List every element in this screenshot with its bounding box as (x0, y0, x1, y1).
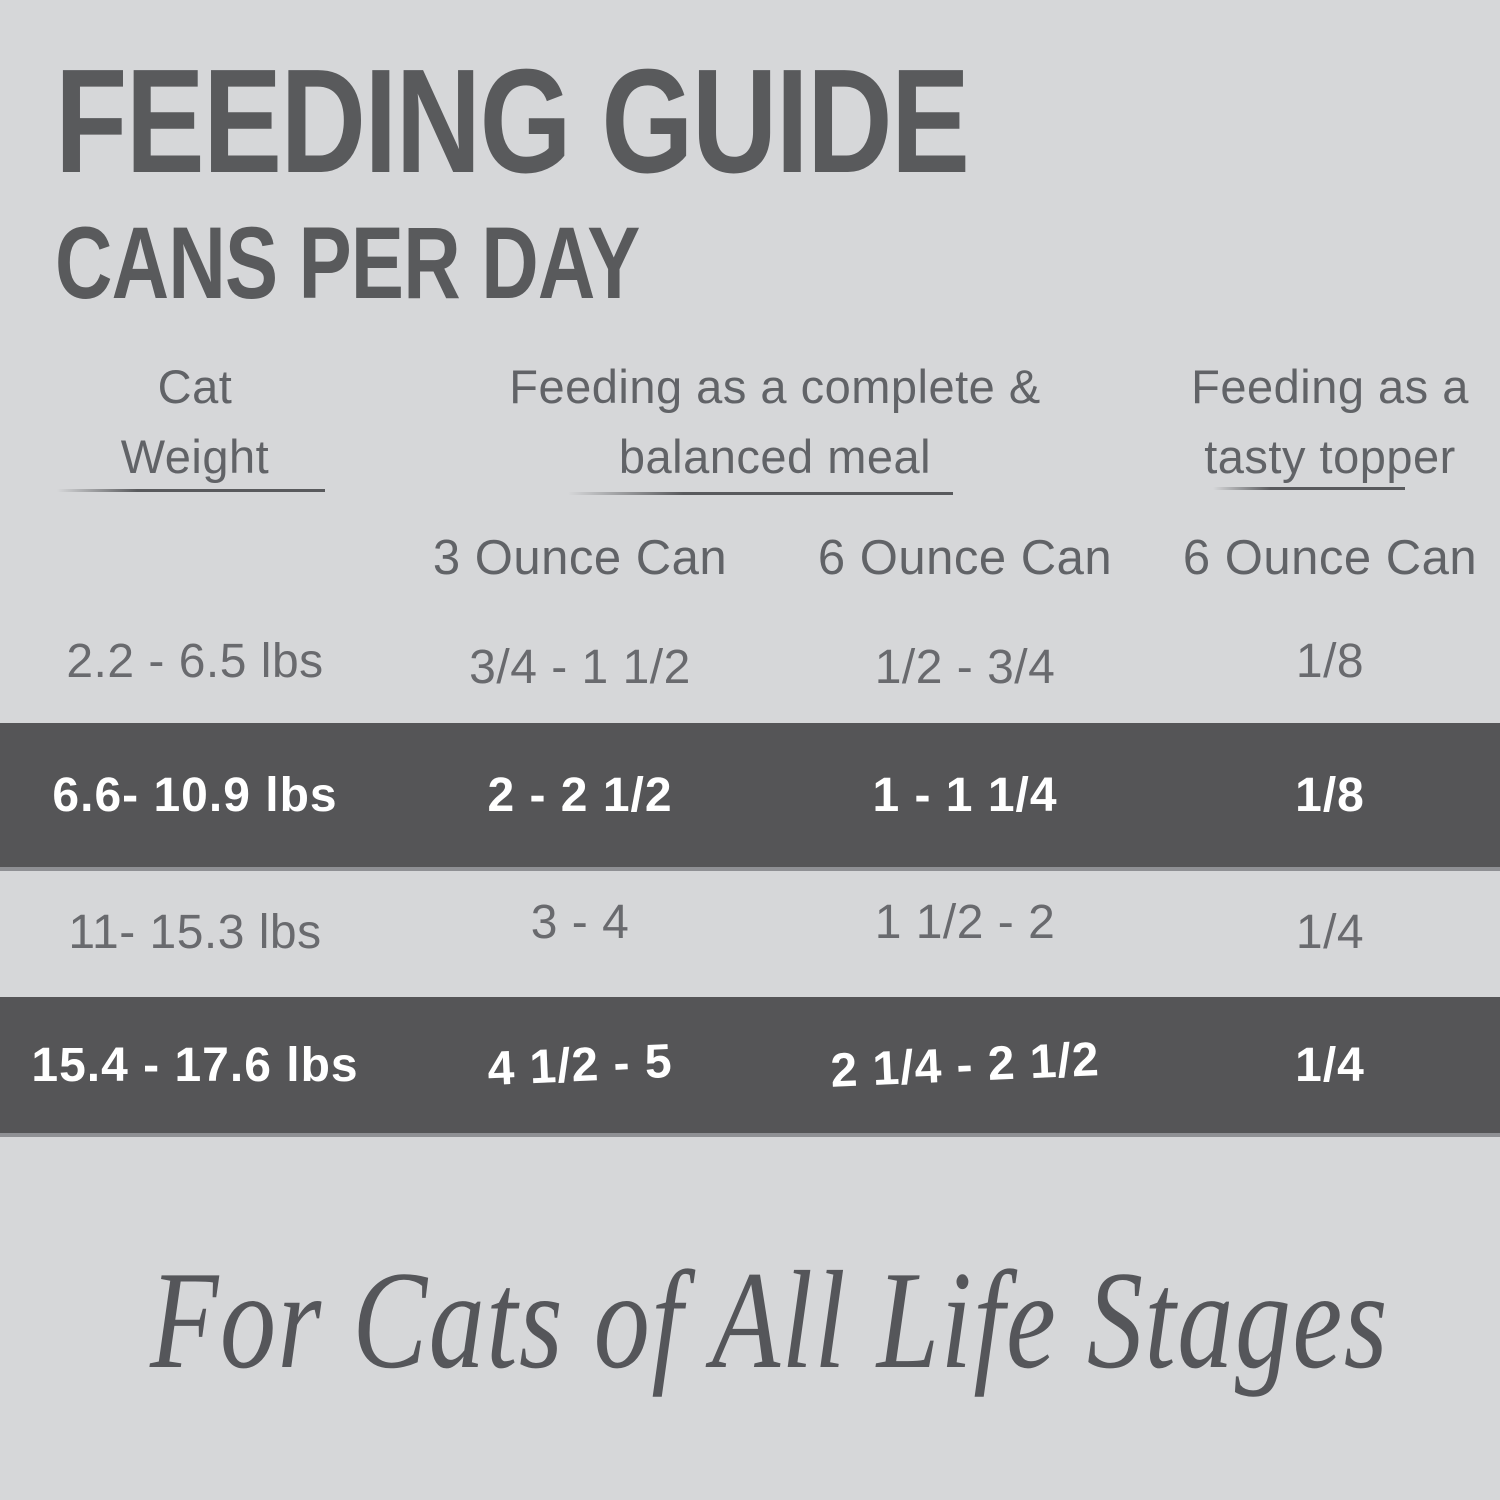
column-header-line: Cat (157, 360, 233, 413)
cell-cat-weight: 15.4 - 17.6 lbs (31, 1038, 359, 1092)
subheader-spacer (0, 530, 390, 586)
column-header-line: Feeding as a complete & (509, 360, 1041, 413)
page-subtitle: CANS PER DAY (55, 206, 640, 320)
column-header-cat-weight: Cat Weight (0, 352, 390, 492)
column-header-line: Feeding as a (1191, 360, 1469, 413)
cell-3oz-amount: 2 - 2 1/2 (487, 768, 673, 822)
subheader-row: 3 Ounce Can 6 Ounce Can 6 Ounce Can (0, 530, 1500, 586)
life-stages-tagline: For Cats of All Life Stages (150, 1243, 1389, 1398)
table-row: 2.2 - 6.5 lbs 3/4 - 1 1/2 1/2 - 3/4 1/8 (0, 600, 1500, 723)
table-row-highlighted: 6.6- 10.9 lbs 2 - 2 1/2 1 - 1 1/4 1/8 (0, 723, 1500, 867)
cell-topper-amount: 1/4 (1295, 1038, 1365, 1092)
cell-6oz-amount: 1/2 - 3/4 (874, 641, 1056, 694)
cell-6oz-amount: 1 1/2 - 2 (874, 895, 1056, 949)
cell-cat-weight: 2.2 - 6.5 lbs (66, 635, 324, 688)
cell-cat-weight: 6.6- 10.9 lbs (52, 768, 338, 822)
cell-3oz-amount: 3 - 4 (530, 895, 630, 949)
subheader-6oz-can: 6 Ounce Can (817, 531, 1113, 585)
table-row: 11- 15.3 lbs 3 - 4 1 1/2 - 2 1/4 (0, 867, 1500, 997)
cell-topper-amount: 1/4 (1295, 905, 1365, 959)
cell-topper-amount: 1/8 (1295, 768, 1365, 822)
column-header-tasty-topper: Feeding as a tasty topper (1160, 352, 1500, 492)
cell-cat-weight: 11- 15.3 lbs (68, 905, 322, 959)
cell-6oz-amount: 2 1/4 - 2 1/2 (829, 1032, 1101, 1098)
column-header-line: Weight (120, 430, 270, 483)
subheader-6oz-can-topper: 6 Ounce Can (1182, 531, 1478, 585)
page-title: FEEDING GUIDE (55, 39, 970, 204)
column-header-line: balanced meal (618, 430, 932, 483)
column-header-complete-meal: Feeding as a complete & balanced meal (390, 352, 1160, 492)
header-underline (568, 492, 953, 495)
cell-6oz-amount: 1 - 1 1/4 (872, 768, 1058, 822)
header-underline (1213, 487, 1405, 490)
header-underline (57, 489, 325, 492)
column-header-line: tasty topper (1204, 430, 1456, 483)
cell-3oz-amount: 3/4 - 1 1/2 (469, 641, 691, 694)
table-row-highlighted: 15.4 - 17.6 lbs 4 1/2 - 5 2 1/4 - 2 1/2 … (0, 997, 1500, 1133)
subheader-3oz-can: 3 Ounce Can (432, 531, 728, 585)
cell-3oz-amount: 4 1/2 - 5 (486, 1034, 674, 1096)
cell-topper-amount: 1/8 (1295, 635, 1365, 688)
